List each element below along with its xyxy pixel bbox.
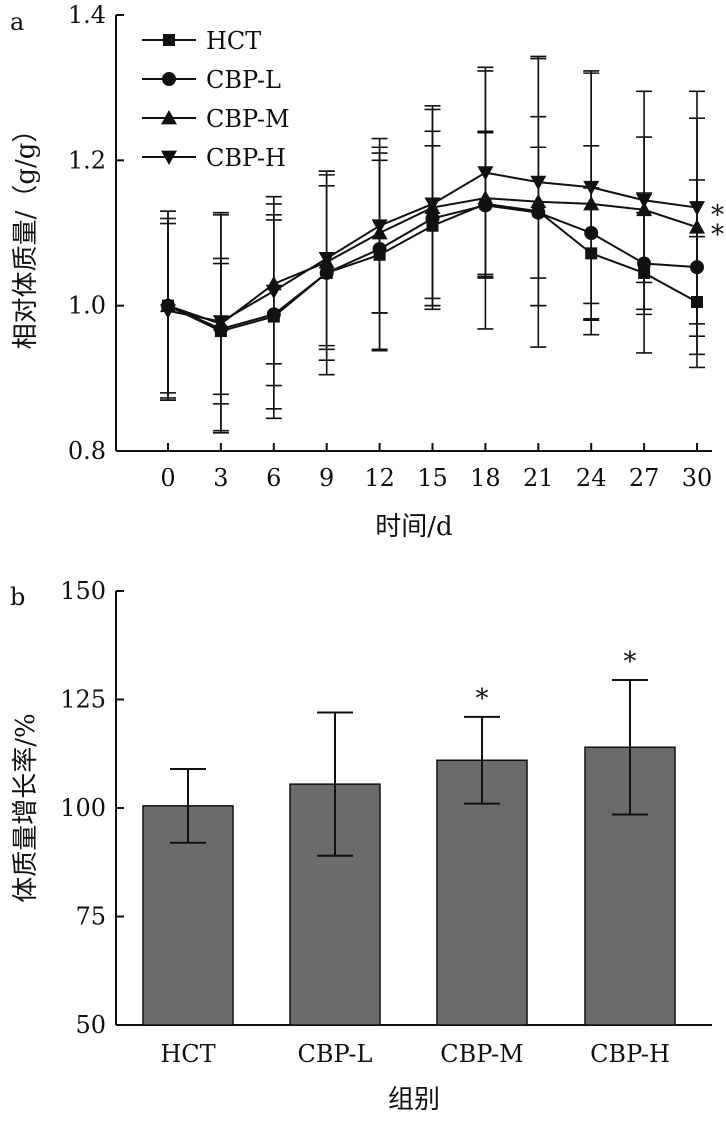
- x-tick-label: 3: [213, 464, 228, 492]
- data-point: [584, 226, 599, 240]
- data-point: [638, 266, 651, 279]
- x-axis-label: 时间/d: [375, 512, 452, 542]
- significance-star: *: [624, 647, 637, 677]
- data-point: [689, 201, 705, 216]
- data-point: [212, 315, 229, 330]
- bars: [142, 746, 676, 1026]
- data-point: [689, 219, 705, 234]
- x-tick-label: HCT: [160, 1040, 215, 1068]
- data-point: [585, 247, 598, 260]
- legend-label: CBP-M: [206, 105, 290, 133]
- x-tick-label: CBP-M: [440, 1040, 524, 1068]
- data-point: [477, 166, 494, 181]
- y-tick-label: 150: [60, 577, 106, 605]
- legend: HCT CBP-L CBP-M CBP-H: [142, 27, 290, 172]
- significance-star: *: [711, 220, 724, 250]
- line-chart-panel: a 0.8 1.0 1.2 1.4 0 3 6 9 12 15 18 21 24 27 30 HCT CBP…: [10, 1, 724, 542]
- x-tick-label: 6: [266, 464, 281, 492]
- y-tick-label: 1.0: [68, 292, 106, 320]
- y-ticks: 50 75 100 125 150: [60, 577, 124, 1039]
- data-point: [477, 190, 494, 205]
- panel-label-b: b: [10, 583, 25, 611]
- panel-label-a: a: [10, 8, 24, 36]
- x-tick-label: 15: [417, 464, 448, 492]
- data-point: [530, 175, 547, 191]
- x-axis-label: 组别: [388, 1085, 440, 1115]
- data-point: [690, 260, 704, 275]
- x-tick-label: 9: [319, 464, 334, 492]
- legend-marker: [161, 150, 177, 165]
- x-tick-label: CBP-L: [298, 1040, 373, 1068]
- data-point: [372, 241, 387, 256]
- y-tick-label: 125: [60, 686, 106, 714]
- legend-marker: [162, 72, 176, 86]
- x-tick-labels: HCT CBP-L CBP-M CBP-H: [160, 1040, 670, 1068]
- data-point: [424, 197, 441, 212]
- series-markers: [160, 166, 705, 338]
- y-tick-label: 75: [75, 903, 106, 931]
- x-tick-label: 0: [160, 464, 175, 492]
- legend-label: CBP-L: [206, 66, 281, 94]
- x-tick-label: 30: [682, 464, 713, 492]
- data-point: [583, 180, 600, 196]
- y-ticks: 0.8 1.0 1.2 1.4: [68, 1, 124, 465]
- y-tick-label: 100: [60, 794, 106, 822]
- x-ticks: 0 3 6 9 12 15 18 21 24 27 30: [160, 443, 712, 492]
- data-point: [691, 296, 703, 309]
- y-tick-label: 50: [75, 1011, 106, 1039]
- y-tick-label: 1.2: [68, 146, 106, 174]
- significance-markers: **: [476, 647, 637, 714]
- y-tick-label: 0.8: [68, 437, 106, 465]
- x-tick-label: 24: [576, 464, 607, 492]
- data-point: [266, 307, 281, 322]
- x-tick-label: 12: [364, 464, 395, 492]
- data-point: [636, 201, 653, 217]
- data-point: [265, 284, 282, 300]
- significance-star: *: [476, 684, 489, 714]
- data-point: [637, 256, 652, 271]
- data-point: [531, 205, 546, 220]
- error-bars: [170, 678, 648, 857]
- y-axis-label: 体质量增长率/%: [11, 713, 41, 902]
- data-point: [160, 304, 176, 319]
- y-tick-label: 1.4: [68, 1, 106, 29]
- significance-star: *: [711, 201, 724, 231]
- x-tick-label: 18: [470, 464, 501, 492]
- x-tick-label: CBP-H: [590, 1040, 670, 1068]
- y-axis-label: 相对体质量/（g/g）: [11, 117, 41, 350]
- data-point: [583, 195, 600, 211]
- data-point: [636, 193, 653, 209]
- x-tick-label: 27: [629, 464, 660, 492]
- legend-marker: [161, 110, 177, 125]
- data-point: [530, 193, 547, 209]
- legend-marker: [163, 34, 175, 46]
- data-point: [318, 252, 335, 267]
- data-point: [371, 219, 388, 234]
- data-point: [425, 211, 440, 226]
- legend-label: CBP-H: [206, 144, 286, 172]
- data-point: [319, 265, 334, 280]
- x-tick-label: 21: [523, 464, 554, 492]
- significance-annotations: **: [711, 201, 724, 251]
- legend-label: HCT: [206, 27, 261, 55]
